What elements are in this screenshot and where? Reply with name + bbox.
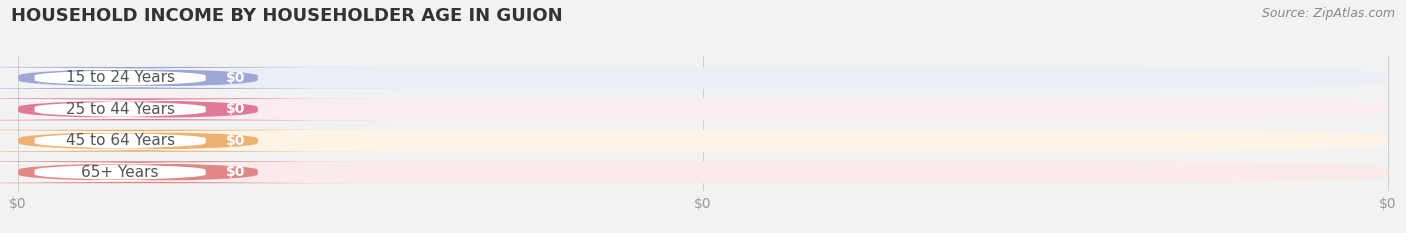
FancyBboxPatch shape (18, 98, 1388, 120)
FancyBboxPatch shape (0, 130, 402, 152)
FancyBboxPatch shape (18, 67, 1388, 89)
FancyBboxPatch shape (0, 98, 402, 120)
Text: Source: ZipAtlas.com: Source: ZipAtlas.com (1261, 7, 1395, 20)
Text: 25 to 44 Years: 25 to 44 Years (66, 102, 174, 117)
FancyBboxPatch shape (0, 163, 336, 181)
FancyBboxPatch shape (0, 132, 336, 150)
Text: 15 to 24 Years: 15 to 24 Years (66, 70, 174, 86)
FancyBboxPatch shape (0, 161, 402, 183)
FancyBboxPatch shape (0, 100, 336, 118)
Text: 65+ Years: 65+ Years (82, 165, 159, 180)
Text: $0: $0 (226, 165, 246, 179)
FancyBboxPatch shape (0, 69, 336, 87)
Text: HOUSEHOLD INCOME BY HOUSEHOLDER AGE IN GUION: HOUSEHOLD INCOME BY HOUSEHOLDER AGE IN G… (11, 7, 562, 25)
FancyBboxPatch shape (0, 67, 402, 89)
Text: $0: $0 (226, 102, 246, 116)
Text: $0: $0 (226, 71, 246, 85)
FancyBboxPatch shape (18, 161, 1388, 183)
Text: 45 to 64 Years: 45 to 64 Years (66, 133, 174, 148)
FancyBboxPatch shape (18, 130, 1388, 152)
Text: $0: $0 (226, 134, 246, 148)
